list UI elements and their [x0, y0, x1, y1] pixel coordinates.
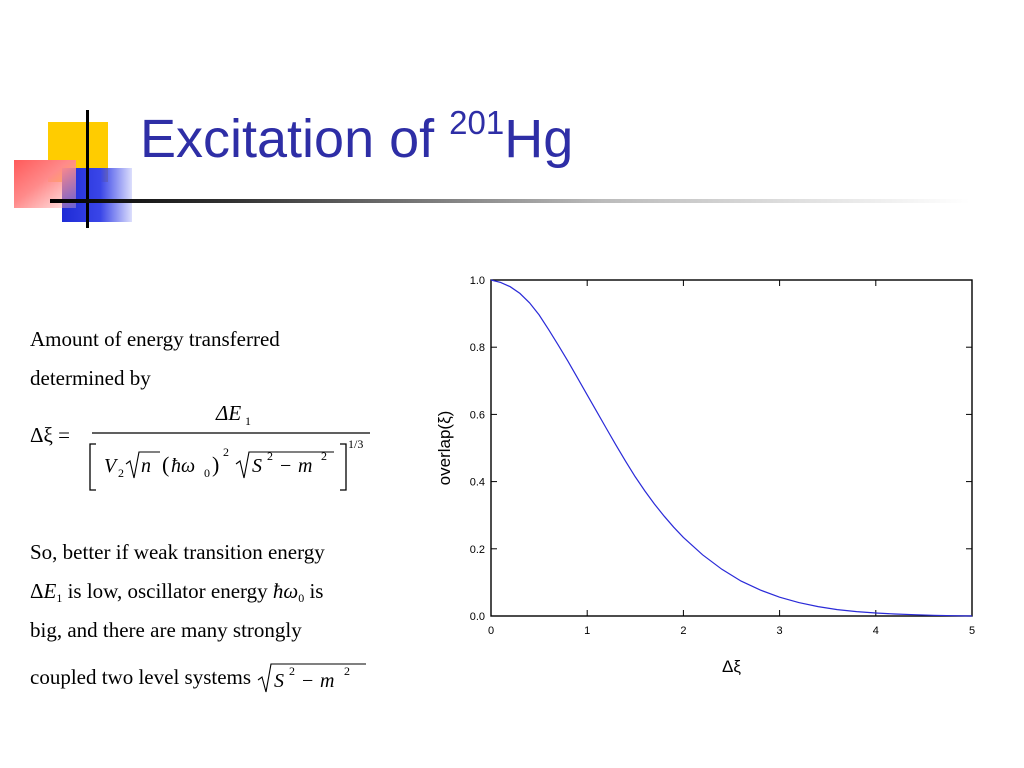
- body-line-2: determined by: [30, 366, 151, 390]
- x-tick-label: 5: [969, 625, 975, 637]
- y-tick-label: 0.6: [470, 409, 485, 421]
- body-line-1: Amount of energy transferred: [30, 327, 280, 351]
- right-bracket: [340, 443, 347, 491]
- svg-text:m: m: [298, 455, 312, 477]
- body-line-5: big, and there are many strongly: [30, 618, 302, 642]
- svg-text:): ): [212, 452, 219, 477]
- formula-lhs: Δξ =: [30, 423, 70, 447]
- body-line-3: So, better if weak transition energy: [30, 540, 325, 564]
- title-underline: [50, 199, 970, 203]
- svg-text:2: 2: [344, 664, 350, 678]
- formula-denominator: V 2 n ( ħω 0 ) 2 S 2 − m 2: [104, 445, 334, 480]
- x-tick-label: 2: [680, 625, 686, 637]
- formula-exponent: 1/3: [348, 437, 363, 451]
- svg-text:2: 2: [321, 449, 327, 463]
- svg-text:2: 2: [289, 664, 295, 678]
- svg-text:0: 0: [204, 466, 210, 480]
- y-tick-label: 0.0: [470, 611, 485, 623]
- svg-text:n: n: [141, 455, 151, 477]
- svg-text:2: 2: [267, 449, 273, 463]
- x-tick-label: 3: [777, 625, 783, 637]
- x-tick-label: 1: [584, 625, 590, 637]
- delta-e1-symbol: ΔE1: [30, 579, 63, 605]
- logo-vertical-line: [86, 110, 89, 228]
- slide-logo: [0, 0, 140, 240]
- plot-frame: [490, 279, 973, 617]
- y-tick-label: 1.0: [470, 275, 485, 287]
- svg-text:S: S: [252, 455, 262, 477]
- y-tick-label: 0.4: [470, 477, 485, 489]
- slide-title: Excitation of 201Hg: [140, 104, 574, 169]
- y-tick-label: 0.8: [470, 342, 485, 354]
- x-tick-label: 0: [488, 625, 494, 637]
- svg-text:V: V: [104, 455, 119, 477]
- x-axis-label: Δξ: [722, 657, 741, 676]
- svg-text:−: −: [280, 455, 291, 477]
- chart-ticks: 0 1 2 3 4 5 0.0 0.2 0.4 0.6 0.8 1.0: [470, 275, 975, 637]
- x-tick-label: 4: [873, 625, 879, 637]
- svg-text:m: m: [320, 670, 334, 692]
- overlap-chart: 0 1 2 3 4 5 0.0 0.2 0.4 0.6 0.8 1.0 Δξ overlap(ξ): [435, 275, 975, 676]
- formula-numerator-sub: 1: [245, 414, 251, 428]
- svg-text:(: (: [162, 452, 169, 477]
- svg-text:2: 2: [118, 466, 124, 480]
- y-axis-label: overlap(ξ): [435, 411, 454, 486]
- svg-text:2: 2: [223, 445, 229, 459]
- formula-numerator: ΔE: [215, 401, 241, 425]
- formula-delta-xi: Δξ = ΔE 1 V 2 n ( ħω 0 ) 2 S 2 − m 2 1/3: [30, 401, 370, 491]
- hbar-omega-symbol: ħω0: [272, 579, 305, 605]
- y-tick-label: 0.2: [470, 544, 485, 556]
- svg-text:ħω: ħω: [171, 455, 195, 477]
- body-line-4: ΔE1 is low, oscillator energy ħω0 is: [30, 579, 324, 605]
- body-line-6: coupled two level systems S 2 − m 2: [30, 658, 368, 697]
- sqrt-s2-m2-symbol: S 2 − m 2: [257, 663, 367, 693]
- series-line: [490, 279, 973, 617]
- svg-text:S: S: [274, 670, 284, 692]
- title-superscript: 201: [449, 104, 505, 141]
- left-bracket: [89, 443, 96, 491]
- svg-text:−: −: [302, 670, 313, 692]
